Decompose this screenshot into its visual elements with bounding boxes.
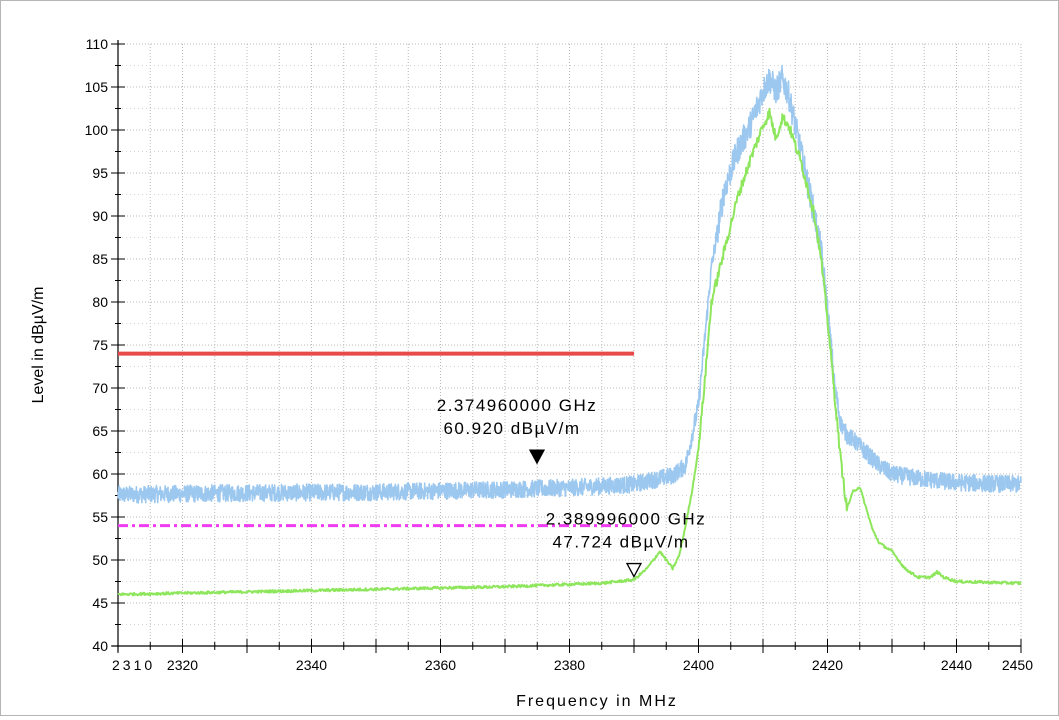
traces [117,64,1022,597]
x-tick-label: 2320 [167,657,198,673]
x-tick-label: 2440 [941,657,972,673]
marker-level-label: 47.724 dBµV/m [552,533,689,552]
x-tick-label: 2450 [1002,657,1033,673]
y-axis-label: Level in dBµV/m [30,287,47,404]
marker-frequency-label: 2.374960000 GHz [437,396,598,415]
x-tick-label: 2340 [296,657,327,673]
y-tick-label: 85 [92,251,108,267]
y-tick-label: 45 [92,595,108,611]
limit-lines [118,351,634,528]
x-tick-label: 2400 [683,657,714,673]
y-tick-label: 40 [92,638,108,654]
marker-frequency-label: 2.389996000 GHz [546,510,707,529]
x-tick-label: 2380 [554,657,585,673]
axes: 40 45 50 55 60 65 70 75 80 85 90 95 100 105 110 2310 232… [85,36,1034,673]
y-tick-label: 70 [92,380,108,396]
x-tick-label: 2420 [812,657,843,673]
marker-filled-triangle [528,449,546,465]
y-tick-label: 60 [92,466,108,482]
average-trace [117,107,1022,597]
y-tick-label: 65 [92,423,108,439]
y-tick-label: 50 [92,552,108,568]
y-tick-label: 55 [92,509,108,525]
y-tick-label: 80 [92,294,108,310]
y-tick-label: 90 [92,208,108,224]
y-tick-label: 95 [92,165,108,181]
x-axis-label: Frequency in MHz [516,693,678,710]
marker-level-label: 60.920 dBµV/m [443,419,580,438]
x-tick-label: 2310 [112,657,155,673]
y-tick-label: 75 [92,337,108,353]
peak-trace [117,64,1022,504]
marker-open-triangle [625,562,643,578]
y-tick-label: 100 [85,122,109,138]
y-tick-label: 105 [85,79,109,95]
markers: 2.374960000 GHz 60.920 dBµV/m 2.389996000 … [437,396,707,578]
x-tick-label: 2360 [425,657,456,673]
y-tick-label: 110 [86,36,109,52]
